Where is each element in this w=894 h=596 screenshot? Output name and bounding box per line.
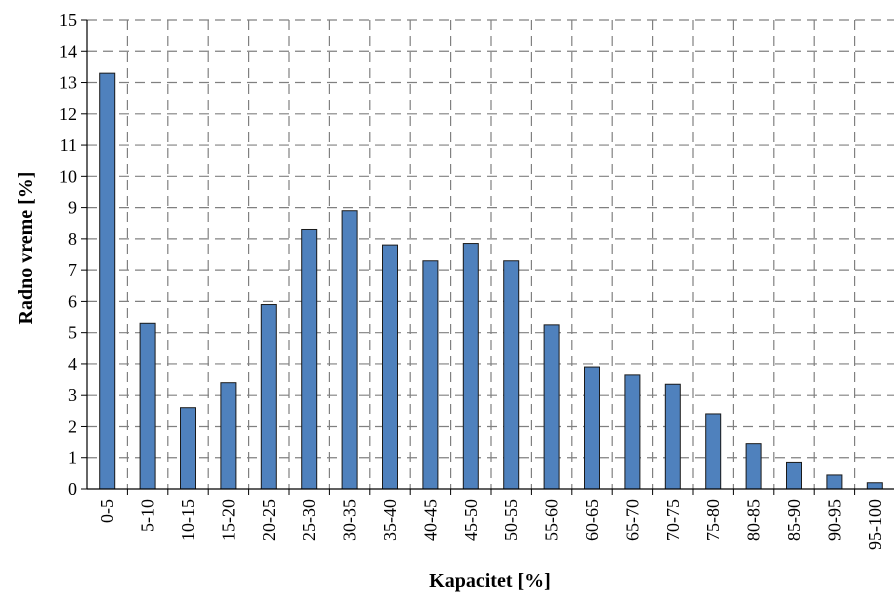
bar-45-50 (462, 243, 479, 490)
y-tick-label: 14 (59, 41, 77, 61)
bar-60-65 (584, 366, 600, 490)
bar-5-10 (139, 322, 156, 490)
x-axis-title: Kapacitet [%] (429, 570, 551, 592)
x-tick-label: 45-50 (461, 499, 481, 541)
bar-65-70 (624, 374, 641, 490)
y-tick-label: 13 (59, 73, 77, 93)
x-tick-label: 40-45 (420, 499, 440, 541)
axes (81, 19, 894, 495)
y-tick-label: 15 (59, 10, 77, 30)
bar-90-95 (826, 474, 843, 490)
x-tick-label: 65-70 (622, 499, 642, 541)
x-tick-label: 50-55 (501, 499, 521, 541)
bar-55-60 (543, 324, 560, 490)
bar-15-20 (220, 382, 237, 490)
x-tick-label: 5-10 (138, 499, 158, 532)
x-tick-label: 90-95 (824, 499, 844, 541)
bar-40-45 (422, 260, 439, 490)
bar-95-100 (866, 482, 883, 490)
x-tick-label: 80-85 (744, 499, 764, 541)
bar-85-90 (786, 461, 802, 490)
y-tick-label: 5 (68, 323, 77, 343)
x-tick-label: 15-20 (218, 499, 238, 541)
x-tick-label: 55-60 (542, 499, 562, 541)
y-tick-label: 7 (68, 260, 77, 280)
bar-70-75 (664, 383, 681, 490)
y-tick-label: 9 (68, 198, 77, 218)
bar-25-30 (301, 228, 318, 490)
bar-0-5 (99, 72, 116, 490)
bar-50-55 (503, 260, 520, 490)
bar-10-15 (180, 407, 196, 490)
x-tick-label: 95-100 (865, 499, 885, 550)
y-tick-label: 2 (68, 416, 77, 436)
grid-lines (87, 19, 894, 489)
x-tick-label: 85-90 (784, 499, 804, 541)
y-tick-label: 0 (68, 479, 77, 499)
y-tick-label: 6 (68, 291, 77, 311)
bar-75-80 (705, 413, 722, 490)
x-tick-label: 70-75 (663, 499, 683, 541)
y-tick-label: 4 (68, 354, 77, 374)
y-tick-label: 8 (68, 229, 77, 249)
x-tick-label: 20-25 (259, 499, 279, 541)
x-tick-label: 25-30 (299, 499, 319, 541)
x-tick-label: 0-5 (97, 499, 117, 523)
x-tick-label: 35-40 (380, 499, 400, 541)
x-tick-label: 10-15 (178, 499, 198, 541)
y-tick-label: 10 (59, 166, 77, 186)
bar-80-85 (745, 443, 762, 490)
x-tick-labels: 0-5 5-10 10-15 15-20 20-25 25-30 30-35 35-40 40-… (97, 499, 885, 550)
bars (99, 72, 883, 490)
y-tick-label: 1 (68, 448, 77, 468)
bar-30-35 (341, 210, 358, 490)
bar-35-40 (382, 244, 398, 490)
y-tick-label: 11 (60, 135, 77, 155)
y-axis-title: Radno vreme [%] (15, 172, 37, 325)
bar-20-25 (260, 304, 277, 490)
y-tick-label: 12 (59, 104, 77, 124)
x-tick-label: 30-35 (340, 499, 360, 541)
x-tick-label: 60-65 (582, 499, 602, 541)
x-tick-label: 75-80 (703, 499, 723, 541)
y-tick-label: 3 (68, 385, 77, 405)
